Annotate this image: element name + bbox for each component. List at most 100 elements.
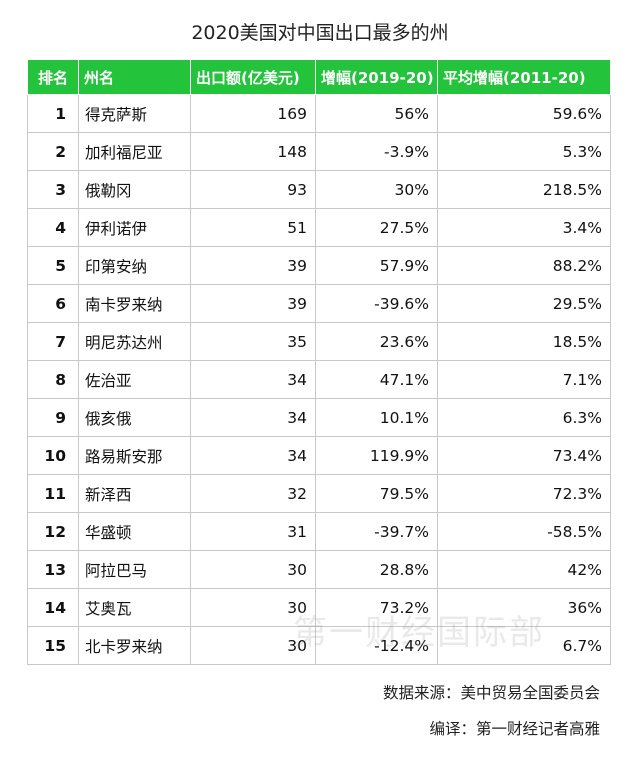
rank-cell: 3	[27, 170, 79, 209]
avg-growth-cell: 6.3%	[437, 398, 611, 437]
table-row: 7 明尼苏达州 35 23.6% 18.5%	[27, 322, 611, 361]
export-value-cell: 51	[190, 208, 316, 247]
table-row: 8 佐治亚 34 47.1% 7.1%	[27, 360, 611, 399]
table-row: 9 俄亥俄 34 10.1% 6.3%	[27, 398, 611, 437]
table-row: 14 艾奥瓦 30 73.2% 36%	[27, 588, 611, 627]
rank-cell: 9	[27, 398, 79, 437]
export-value-cell: 34	[190, 398, 316, 437]
table-row: 10 路易斯安那 34 119.9% 73.4%	[27, 436, 611, 475]
avg-growth-cell: 73.4%	[437, 436, 611, 475]
state-name-cell: 明尼苏达州	[78, 322, 191, 361]
growth-cell: 79.5%	[315, 474, 438, 513]
avg-growth-cell: 88.2%	[437, 246, 611, 285]
rank-cell: 10	[27, 436, 79, 475]
table-row: 13 阿拉巴马 30 28.8% 42%	[27, 550, 611, 589]
growth-cell: -3.9%	[315, 132, 438, 171]
state-name-cell: 伊利诺伊	[78, 208, 191, 247]
state-name-cell: 印第安纳	[78, 246, 191, 285]
export-value-cell: 30	[190, 550, 316, 589]
page-title: 2020美国对中国出口最多的州	[191, 22, 449, 44]
avg-growth-cell: 6.7%	[437, 626, 611, 665]
rank-cell: 14	[27, 588, 79, 627]
table-row: 3 俄勒冈 93 30% 218.5%	[27, 170, 611, 209]
export-value-cell: 30	[190, 626, 316, 665]
watermark: 第一财经国际部	[293, 613, 545, 653]
avg-growth-cell: -58.5%	[437, 512, 611, 551]
table-row: 6 南卡罗来纳 39 -39.6% 29.5%	[27, 284, 611, 323]
export-table: 排名 州名 出口额(亿美元) 增幅(2019-20) 平均增幅(2011-20)…	[27, 59, 611, 665]
state-name-cell: 北卡罗来纳	[78, 626, 191, 665]
rank-cell: 1	[27, 94, 79, 133]
growth-cell: 23.6%	[315, 322, 438, 361]
rank-cell: 12	[27, 512, 79, 551]
state-name-cell: 俄勒冈	[78, 170, 191, 209]
state-name-cell: 俄亥俄	[78, 398, 191, 437]
avg-growth-cell: 5.3%	[437, 132, 611, 171]
state-name-cell: 新泽西	[78, 474, 191, 513]
avg-growth-cell: 29.5%	[437, 284, 611, 323]
avg-growth-cell: 7.1%	[437, 360, 611, 399]
growth-cell: -39.6%	[315, 284, 438, 323]
growth-cell: -39.7%	[315, 512, 438, 551]
table-row: 11 新泽西 32 79.5% 72.3%	[27, 474, 611, 513]
rank-cell: 2	[27, 132, 79, 171]
state-name-cell: 艾奥瓦	[78, 588, 191, 627]
growth-cell: 10.1%	[315, 398, 438, 437]
export-value-cell: 148	[190, 132, 316, 171]
rank-cell: 7	[27, 322, 79, 361]
export-value-cell: 35	[190, 322, 316, 361]
state-name-cell: 南卡罗来纳	[78, 284, 191, 323]
table-row: 12 华盛顿 31 -39.7% -58.5%	[27, 512, 611, 551]
source-note: 数据来源：美中贸易全国委员会	[382, 684, 600, 702]
state-name-cell: 佐治亚	[78, 360, 191, 399]
growth-cell: 56%	[315, 94, 438, 133]
rank-cell: 4	[27, 208, 79, 247]
avg-growth-cell: 72.3%	[437, 474, 611, 513]
header-rank: 排名	[27, 59, 79, 95]
avg-growth-cell: 59.6%	[437, 94, 611, 133]
avg-growth-cell: 18.5%	[437, 322, 611, 361]
table-row: 4 伊利诺伊 51 27.5% 3.4%	[27, 208, 611, 247]
export-value-cell: 93	[190, 170, 316, 209]
rank-cell: 13	[27, 550, 79, 589]
rank-cell: 6	[27, 284, 79, 323]
growth-cell: 30%	[315, 170, 438, 209]
growth-cell: 27.5%	[315, 208, 438, 247]
export-value-cell: 32	[190, 474, 316, 513]
header-state: 州名	[78, 59, 191, 95]
header-growth: 增幅(2019-20)	[315, 59, 438, 95]
table-row: 1 得克萨斯 169 56% 59.6%	[27, 94, 611, 133]
state-name-cell: 加利福尼亚	[78, 132, 191, 171]
rank-cell: 5	[27, 246, 79, 285]
avg-growth-cell: 36%	[437, 588, 611, 627]
growth-cell: 73.2%	[315, 588, 438, 627]
avg-growth-cell: 3.4%	[437, 208, 611, 247]
rank-cell: 15	[27, 626, 79, 665]
growth-cell: 47.1%	[315, 360, 438, 399]
table-header: 排名 州名 出口额(亿美元) 增幅(2019-20) 平均增幅(2011-20)	[27, 59, 611, 95]
growth-cell: -12.4%	[315, 626, 438, 665]
header-export: 出口额(亿美元)	[190, 59, 316, 95]
editor-note: 编译：第一财经记者高雅	[429, 720, 600, 738]
table-body: 1 得克萨斯 169 56% 59.6% 2 加利福尼亚 148 -3.9% 5.3% 3 俄勒冈 93…	[27, 94, 611, 665]
rank-cell: 11	[27, 474, 79, 513]
export-value-cell: 39	[190, 246, 316, 285]
export-value-cell: 34	[190, 436, 316, 475]
state-name-cell: 得克萨斯	[78, 94, 191, 133]
avg-growth-cell: 218.5%	[437, 170, 611, 209]
table-row: 5 印第安纳 39 57.9% 88.2%	[27, 246, 611, 285]
table-row: 2 加利福尼亚 148 -3.9% 5.3%	[27, 132, 611, 171]
state-name-cell: 华盛顿	[78, 512, 191, 551]
export-value-cell: 39	[190, 284, 316, 323]
growth-cell: 28.8%	[315, 550, 438, 589]
export-value-cell: 31	[190, 512, 316, 551]
rank-cell: 8	[27, 360, 79, 399]
export-value-cell: 169	[190, 94, 316, 133]
state-name-cell: 阿拉巴马	[78, 550, 191, 589]
header-avg-growth: 平均增幅(2011-20)	[437, 59, 611, 95]
table-row: 15 北卡罗来纳 30 -12.4% 6.7%	[27, 626, 611, 665]
growth-cell: 119.9%	[315, 436, 438, 475]
export-value-cell: 34	[190, 360, 316, 399]
avg-growth-cell: 42%	[437, 550, 611, 589]
state-name-cell: 路易斯安那	[78, 436, 191, 475]
